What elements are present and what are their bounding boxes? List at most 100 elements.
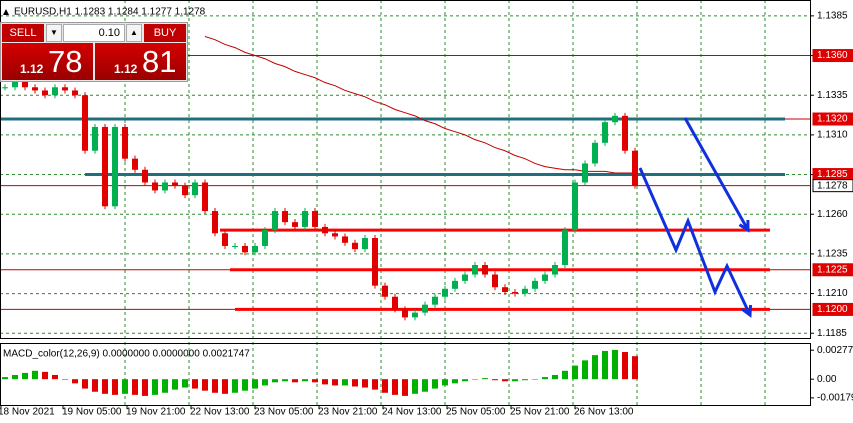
candle-body [242, 245, 248, 253]
macd-bar [172, 379, 178, 390]
macd-bar [352, 379, 358, 387]
candle-body [322, 226, 328, 234]
x-tick-label: 19 Nov 05:00 [62, 407, 122, 418]
candle-body [112, 126, 118, 207]
y-tick-label: 1.1210 [817, 288, 848, 299]
macd-bar [152, 379, 158, 395]
macd-bar [632, 356, 638, 380]
macd-bar [262, 379, 268, 386]
macd-bar [572, 365, 578, 380]
y-tick-label: 1.1335 [817, 90, 848, 101]
candle-body [142, 169, 148, 183]
macd-bar [522, 379, 528, 381]
ask-prefix: 1.12 [114, 62, 138, 76]
candle-body [102, 126, 108, 207]
candle-body [502, 287, 508, 292]
macd-bar [162, 379, 168, 393]
macd-bar [562, 370, 568, 380]
bid-box[interactable] [2, 43, 93, 80]
macd-bar [392, 379, 398, 395]
price-badge [812, 49, 853, 63]
candle-body [542, 274, 548, 281]
x-tick-label: 26 Nov 13:00 [574, 407, 634, 418]
macd-bar [212, 379, 218, 393]
price-badge-label: 1.1320 [817, 114, 848, 125]
price-badge-label: 1.1360 [817, 50, 848, 61]
macd-bar [452, 379, 458, 384]
candle-body [622, 115, 628, 151]
candle-body [432, 296, 438, 305]
candle-body [362, 238, 368, 250]
macd-bar [292, 379, 298, 383]
macd-bar [142, 379, 148, 396]
macd-bar [462, 379, 468, 382]
candle-body [382, 285, 388, 297]
macd-bar [302, 379, 308, 382]
candle-body [482, 265, 488, 275]
candle-body [402, 309, 408, 318]
candle-body [192, 182, 198, 196]
ask-box[interactable] [95, 43, 186, 80]
price-badge [812, 263, 853, 277]
x-tick-label: 23 Nov 21:00 [318, 407, 378, 418]
macd-bar [502, 379, 508, 382]
y-tick-label: 1.1185 [817, 328, 847, 339]
candle-body [182, 185, 188, 196]
candle-body [462, 274, 468, 281]
macd-bar [492, 379, 498, 381]
moving-average [204, 36, 635, 174]
y-tick-label: 1.1235 [817, 249, 848, 260]
price-badge-label: 1.1225 [817, 264, 848, 275]
chart-title: EURUSD,H1 1.1283 1.1284 1.1277 1.1278 [14, 7, 206, 18]
macd-bar [402, 379, 408, 396]
buy-button[interactable]: BUY [144, 24, 186, 42]
lot-decrease[interactable]: ▼ [46, 24, 62, 42]
macd-bar [232, 379, 238, 393]
macd-bar [422, 379, 428, 392]
candle-body [332, 233, 338, 237]
macd-bar [442, 379, 448, 386]
bid-price: 78 [48, 44, 83, 79]
candle-body [612, 115, 618, 123]
macd-bar [222, 379, 228, 394]
macd-bar [612, 349, 618, 380]
candle-body [392, 296, 398, 310]
macd-bar [372, 379, 378, 390]
x-tick-label: 22 Nov 13:00 [190, 407, 250, 418]
sell-button[interactable]: SELL [2, 24, 44, 42]
candle-body [72, 90, 78, 96]
lot-increase[interactable]: ▲ [126, 24, 142, 42]
macd-bar [552, 374, 558, 380]
price-badge-label: 1.1200 [817, 304, 848, 315]
macd-bar [202, 379, 208, 391]
macd-bar [102, 379, 108, 394]
candle-body [582, 163, 588, 183]
macd-bar [362, 379, 368, 388]
macd-bar [472, 379, 478, 380]
macd-bar [322, 379, 328, 385]
macd-bar [312, 379, 318, 383]
candle-body [92, 126, 98, 151]
macd-bar [592, 355, 598, 380]
candle-body [122, 126, 128, 159]
y-tick-label: 1.1385 [817, 11, 848, 22]
candle-body [2, 87, 8, 89]
macd-bar [412, 379, 418, 394]
macd-bar [182, 379, 188, 388]
macd-bar [52, 374, 58, 380]
annotation-arrow [638, 167, 752, 316]
price-badge [812, 302, 853, 316]
y-tick-label: 1.1260 [817, 209, 848, 220]
macd-title: MACD_color(12,26,9) 0.0000000 0.0000000 … [3, 349, 250, 360]
candle-body [492, 274, 498, 288]
x-tick-label: 18 Nov 2021 [0, 407, 55, 418]
candle-body [12, 79, 18, 88]
candle-body [172, 182, 178, 186]
candle-body [262, 230, 268, 246]
candle-body [212, 211, 218, 234]
y-tick-label: 0.00 [817, 374, 837, 385]
price-badge-label: 1.1285 [817, 169, 848, 180]
lot-input[interactable]: 0.10 [63, 24, 125, 42]
